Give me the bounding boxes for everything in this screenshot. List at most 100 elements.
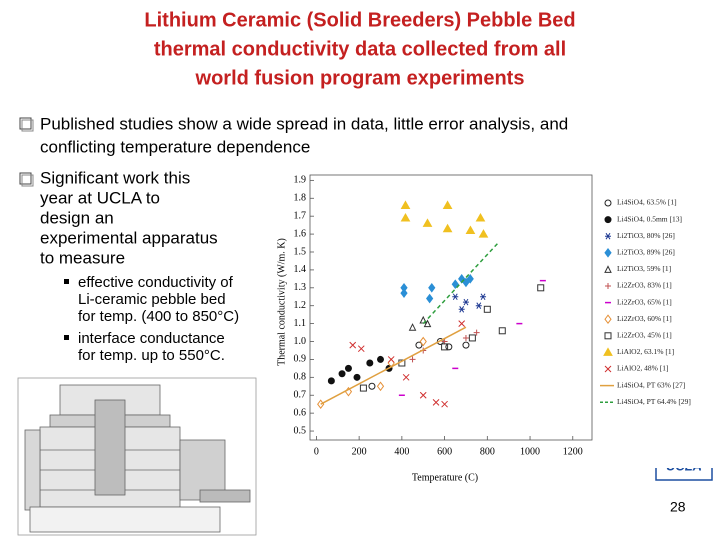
marker [387,356,395,363]
marker [452,293,459,301]
marker [415,341,423,349]
legend-swatch [603,347,613,356]
marker [465,225,476,235]
marker [349,341,357,349]
marker [462,341,470,349]
marker [400,212,411,222]
sub-bullet-text: Li-ceramic pebble bed [78,291,226,308]
legend-label: Li4SiO4, PT 64.4% [29] [617,397,691,406]
apparatus-drawing [17,377,257,536]
title-line: thermal conductivity data collected from… [154,38,566,60]
marker [442,223,453,233]
marker [466,274,474,284]
legend-label: Li2ZrO3, 60% [1] [617,314,672,323]
marker [462,277,470,288]
y-tick-label: 1.9 [294,175,307,186]
marker [537,284,545,292]
plot-frame [309,174,593,441]
marker [327,377,335,385]
marker [423,319,432,328]
marker [441,400,448,408]
bullet-marker [19,117,32,130]
y-tick-label: 0.9 [294,354,307,365]
marker [400,288,408,299]
bullet-marker-shadow [21,119,34,132]
legend-swatch [605,232,611,240]
marker [475,212,486,222]
y-tick-label: 1.2 [294,300,307,311]
sub-bullet-marker [64,279,69,284]
chart-area [258,168,716,468]
x-tick-label: 800 [480,446,495,457]
marker [359,384,367,392]
marker [338,370,346,378]
y-tick-label: 1.6 [294,228,307,239]
marker [426,293,434,304]
y-tick-label: 1.4 [294,264,307,275]
sub-bullet-text: for temp. (400 to 850°C) [78,308,239,325]
title-line: Lithium Ceramic (Solid Breeders) Pebble … [144,9,575,31]
marker [451,279,459,290]
legend-label: Li2TiO3, 80% [26] [617,231,675,240]
marker [483,305,491,313]
marker [366,359,374,367]
marker [478,229,489,238]
marker [458,320,466,327]
marker [468,334,476,342]
marker [408,323,417,331]
sub-bullet-marker [64,335,69,340]
sub-bullet-text: interface conductance [78,330,225,347]
bullet-text: experimental apparatus [40,228,218,247]
x-axis-label: Temperature (C) [412,472,478,483]
legend-swatch [605,283,611,289]
legend-label: LiAlO2, 63.1% [1] [617,347,674,356]
y-tick-label: 1.8 [294,193,307,204]
marker [441,343,449,351]
bullet-text: design an [40,208,114,227]
marker [458,306,465,313]
bullet-text: to measure [40,248,125,267]
legend-label: Li4SiO4, PT 63% [27] [617,380,685,389]
marker [422,218,433,227]
marker [357,345,365,353]
marker [344,364,352,372]
marker [445,343,453,351]
marker [480,293,487,301]
y-tick-label: 1.7 [294,210,307,221]
marker [462,334,469,341]
legend-label: Li4SiO4, 63.5% [1] [617,198,677,207]
marker [498,327,506,335]
marker [377,355,384,363]
y-tick-label: 1.1 [294,318,307,329]
x-tick-label: 400 [394,446,409,457]
marker [432,399,440,406]
marker [353,373,361,381]
legend-label: Li4SiO4, 0.5mm [13] [617,214,682,223]
marker [400,200,411,209]
marker [409,356,416,363]
marker [473,329,480,336]
bullet-text: Significant work this [40,168,190,187]
x-tick-label: 0 [314,446,319,457]
legend-swatch [604,265,612,273]
y-axis-label: Thermal conductivity (W/m. K) [276,238,287,366]
bullet-text: year at UCLA to [40,188,160,207]
legend-label: Li2TiO3, 59% [1] [617,264,671,273]
marker [419,336,427,347]
marker [376,381,385,392]
legend-swatch [604,216,612,224]
series-line [422,242,499,325]
sub-bullet-text: effective conductivity of [78,274,234,291]
title-line: world fusion program experiments [195,67,525,89]
y-tick-label: 0.5 [294,425,307,436]
y-tick-label: 0.8 [294,372,307,383]
x-tick-label: 1000 [520,446,540,457]
bullet-text: Published studies show a wide spread in … [40,114,568,133]
y-tick-label: 1.3 [294,282,307,293]
y-tick-label: 0.6 [294,407,307,418]
y-tick-label: 0.7 [294,390,307,401]
x-tick-label: 600 [437,446,452,457]
legend-swatch [604,332,612,340]
bullet-marker-shadow [21,174,34,187]
